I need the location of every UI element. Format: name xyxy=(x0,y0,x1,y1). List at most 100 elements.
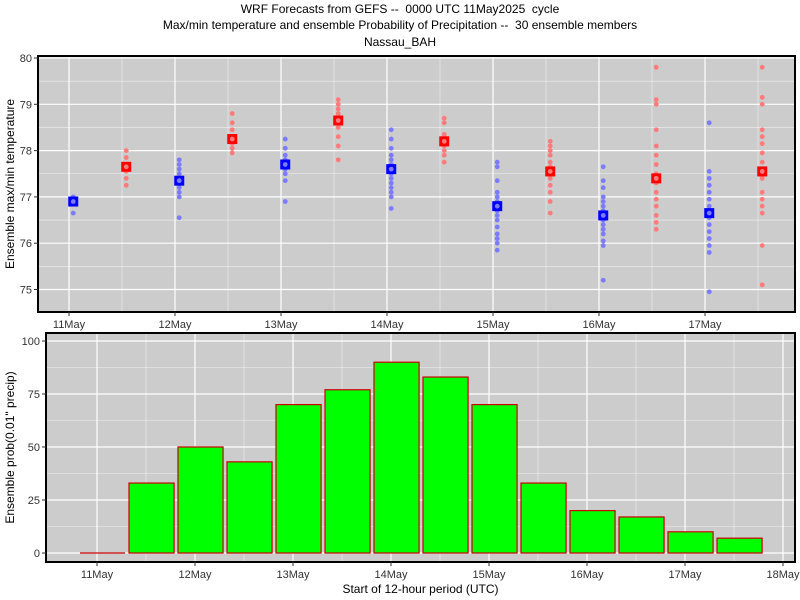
min-member-point xyxy=(70,210,76,216)
max-member-point xyxy=(653,162,659,167)
max-member-point xyxy=(653,127,659,133)
min-member-point xyxy=(600,185,606,191)
max-member-point xyxy=(335,101,341,107)
min-member-point xyxy=(176,189,182,195)
max-member-point xyxy=(759,64,765,70)
min-member-point xyxy=(176,171,182,177)
y-axis-title: Ensemble prob(0.01" precip) xyxy=(3,371,17,523)
max-member-point xyxy=(759,282,765,288)
max-mean-point xyxy=(547,169,553,174)
x-tick-label: 17May xyxy=(688,319,722,331)
max-mean-point xyxy=(759,169,765,174)
precip-bar xyxy=(618,516,665,554)
x-tick-label: 18May xyxy=(766,569,800,581)
precip-bar xyxy=(569,510,616,554)
min-member-point xyxy=(388,185,394,191)
max-mean-point xyxy=(123,164,129,170)
min-member-point xyxy=(494,164,500,170)
max-member-point xyxy=(335,106,341,112)
max-mean-point xyxy=(441,138,447,144)
max-member-point xyxy=(547,143,553,149)
min-member-point xyxy=(388,136,394,142)
min-member-point xyxy=(176,185,182,191)
max-member-point xyxy=(653,226,659,232)
min-member-point xyxy=(706,229,712,235)
max-member-point xyxy=(759,189,765,195)
precip-bar xyxy=(471,404,518,554)
min-mean-point xyxy=(70,199,76,204)
min-member-point xyxy=(494,159,500,165)
min-member-point xyxy=(388,180,394,186)
min-member-point xyxy=(600,238,606,244)
precip-probability-panel: 0 25 50 75 100 11May 12May 13May 14May 15May 16May… xyxy=(3,332,800,596)
max-member-point xyxy=(759,141,765,147)
y-tick-label: 50 xyxy=(28,442,40,454)
max-member-point xyxy=(123,175,129,181)
precip-bar xyxy=(226,461,273,554)
x-tick-label: 15May xyxy=(476,319,510,331)
x-tick-label: 12May xyxy=(178,569,212,581)
min-member-point xyxy=(494,247,500,253)
y-tick-label: 25 xyxy=(28,495,40,507)
max-member-point xyxy=(547,138,553,144)
min-member-point xyxy=(388,157,394,163)
min-member-point xyxy=(282,145,288,151)
max-member-point xyxy=(547,152,553,158)
max-member-point xyxy=(547,210,553,216)
max-member-point xyxy=(653,213,659,218)
min-member-point xyxy=(282,136,288,142)
min-member-point xyxy=(706,120,712,126)
max-member-point xyxy=(441,120,447,126)
precip-bar xyxy=(177,446,224,554)
precip-bar xyxy=(275,404,322,554)
min-member-point xyxy=(176,194,182,200)
panel-border xyxy=(37,55,796,313)
min-member-point xyxy=(706,203,712,209)
max-mean-point xyxy=(653,175,659,181)
precip-bar xyxy=(128,482,175,554)
y-tick-label: 78 xyxy=(20,146,32,158)
temperature-panel: 75 76 77 78 79 80 11May 12May 13May 14May 15May 16M… xyxy=(3,53,796,331)
min-member-point xyxy=(706,222,712,228)
max-member-point xyxy=(335,134,341,140)
min-member-point xyxy=(600,199,606,204)
max-member-point xyxy=(759,210,765,216)
max-member-point xyxy=(759,159,765,165)
x-tick-label: 15May xyxy=(472,569,506,581)
x-tick-label: 16May xyxy=(582,319,616,331)
max-member-point xyxy=(653,203,659,209)
precip-bar xyxy=(422,376,469,554)
min-member-point xyxy=(388,206,394,211)
min-member-point xyxy=(600,226,606,232)
min-member-point xyxy=(600,243,606,248)
max-member-point xyxy=(547,182,553,188)
max-member-point xyxy=(441,148,447,154)
precip-bar xyxy=(520,482,567,554)
max-mean-point xyxy=(335,118,341,123)
max-member-point xyxy=(335,143,341,149)
min-member-point xyxy=(494,189,500,195)
min-member-point xyxy=(706,175,712,181)
min-member-point xyxy=(176,162,182,167)
y-tick-label: 75 xyxy=(20,285,32,297)
max-member-point xyxy=(759,94,765,100)
y-tick-label: 80 xyxy=(20,53,32,65)
max-member-point xyxy=(653,196,659,202)
x-tick-label: 14May xyxy=(370,319,404,331)
min-member-point xyxy=(494,213,500,218)
y-tick-label: 100 xyxy=(22,336,40,348)
min-member-point xyxy=(706,169,712,174)
min-member-point xyxy=(706,189,712,195)
min-member-point xyxy=(176,166,182,172)
max-member-point xyxy=(653,219,659,225)
max-member-point xyxy=(229,120,235,126)
max-member-point xyxy=(123,182,129,188)
min-member-point xyxy=(388,194,394,200)
min-member-point xyxy=(706,289,712,295)
min-member-point xyxy=(600,164,606,170)
x-tick-label: 14May xyxy=(374,569,408,581)
precip-bar xyxy=(667,531,714,554)
min-member-point xyxy=(388,175,394,181)
min-member-point xyxy=(388,127,394,133)
precip-bar xyxy=(716,537,763,554)
